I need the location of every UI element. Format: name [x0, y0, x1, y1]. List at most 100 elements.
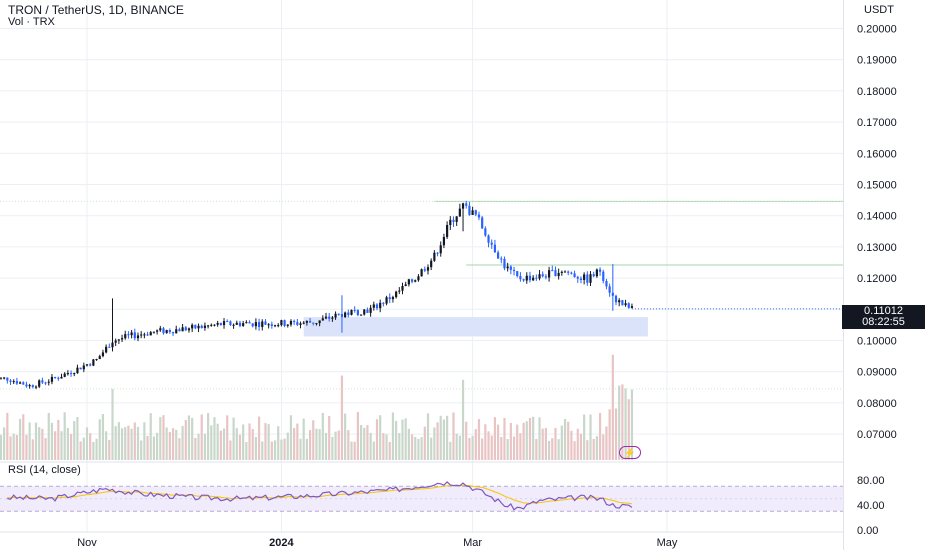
volume-bar [477, 419, 481, 460]
volume-bar [308, 430, 312, 460]
time-tick-label: 2024 [269, 537, 294, 549]
candle-body [6, 377, 9, 381]
volume-bar [551, 438, 554, 460]
volume-bar [496, 424, 500, 460]
volume-bar [430, 437, 433, 460]
volume-bar [576, 428, 579, 460]
volume-bar [152, 436, 156, 460]
candle-body [538, 274, 541, 279]
volume-bar [28, 422, 31, 460]
candle-body [213, 324, 216, 326]
volume-bar [328, 415, 331, 460]
candle-body [347, 312, 350, 315]
candle-body [18, 382, 22, 384]
volume-legend: Vol · TRX [8, 16, 55, 28]
candle-body [54, 376, 57, 378]
volume-bar [519, 433, 522, 460]
volume-bar [206, 413, 210, 460]
candle-body [82, 365, 85, 370]
volume-bar [136, 426, 140, 460]
volume-bar [359, 425, 363, 460]
candle-body [12, 381, 15, 383]
candle-body [516, 271, 519, 277]
candle-body [261, 321, 264, 327]
volume-bar [522, 422, 525, 460]
candle-body [165, 330, 168, 334]
volume-bar [238, 434, 242, 460]
volume-bar [382, 433, 385, 460]
volume-bar [38, 427, 41, 460]
candle-body [293, 321, 296, 323]
time-axis[interactable]: Nov 2024 Mar May [77, 537, 678, 549]
volume-bar [232, 417, 235, 460]
time-tick-label: May [657, 537, 678, 549]
volume-bar [586, 440, 589, 460]
volume-bar [573, 441, 576, 460]
candle-body [410, 279, 414, 282]
volume-bar [414, 436, 417, 460]
volume-bar [15, 435, 18, 460]
candle-body [149, 332, 152, 336]
volume-bar [203, 433, 207, 460]
candle-body [210, 324, 213, 326]
volume-bar [532, 416, 535, 460]
volume-bar [184, 420, 187, 460]
volume-bar [439, 415, 442, 460]
volume-bar [299, 438, 302, 460]
candle-body [98, 356, 101, 360]
candle-body [474, 210, 477, 215]
volume-bar [337, 430, 340, 460]
candle-body [41, 380, 44, 383]
candle-body [232, 324, 235, 326]
candle-body [156, 330, 159, 332]
volume-bar [544, 427, 548, 460]
volume-bar [101, 414, 105, 460]
volume-bar [165, 427, 168, 460]
volume-bar [293, 428, 296, 460]
volume-bar [452, 412, 455, 460]
volume-bar [420, 437, 423, 460]
price-tick-label: 0.08000 [857, 398, 897, 410]
volume-bar [98, 419, 101, 460]
volume-bar [44, 438, 47, 460]
volume-bar [595, 436, 598, 460]
candle-body [92, 359, 95, 366]
volume-bar [133, 422, 136, 460]
candle-body [85, 364, 89, 366]
volume-bar [560, 425, 563, 460]
volume-bar [191, 417, 194, 460]
volume-bar [353, 441, 356, 460]
candle-body [477, 214, 481, 218]
candle-body [407, 279, 410, 285]
candle-body [372, 304, 375, 308]
candle-body [388, 297, 391, 300]
volume-bar [63, 412, 66, 460]
lightning-icon[interactable]: ⚡ [619, 446, 641, 459]
candle-body [350, 309, 353, 315]
candle-body [391, 297, 395, 300]
candle-body [168, 330, 171, 332]
candle-body [496, 252, 500, 259]
candle-body [452, 219, 455, 222]
candle-body [337, 313, 340, 315]
price-tick-label: 0.13000 [857, 242, 897, 254]
volume-bar [149, 413, 152, 460]
price-axis-currency[interactable]: USDT [864, 4, 894, 16]
volume-bar [50, 422, 54, 460]
time-tick-label: Mar [463, 537, 482, 549]
candle-body [385, 297, 388, 304]
time-tick-label: Nov [77, 537, 97, 549]
candle-body [22, 382, 25, 385]
candle-body [219, 322, 222, 326]
candle-body [573, 273, 576, 278]
candle-body [547, 270, 551, 278]
candle-body [130, 332, 133, 336]
price-axis[interactable]: 0.070000.080000.090000.100000.110000.120… [857, 24, 897, 538]
candle-body [532, 277, 535, 281]
volume-bar [458, 435, 461, 460]
candle-body [375, 304, 379, 309]
volume-bar [296, 423, 299, 460]
volume-bar [372, 441, 375, 460]
volume-bar [242, 424, 245, 460]
